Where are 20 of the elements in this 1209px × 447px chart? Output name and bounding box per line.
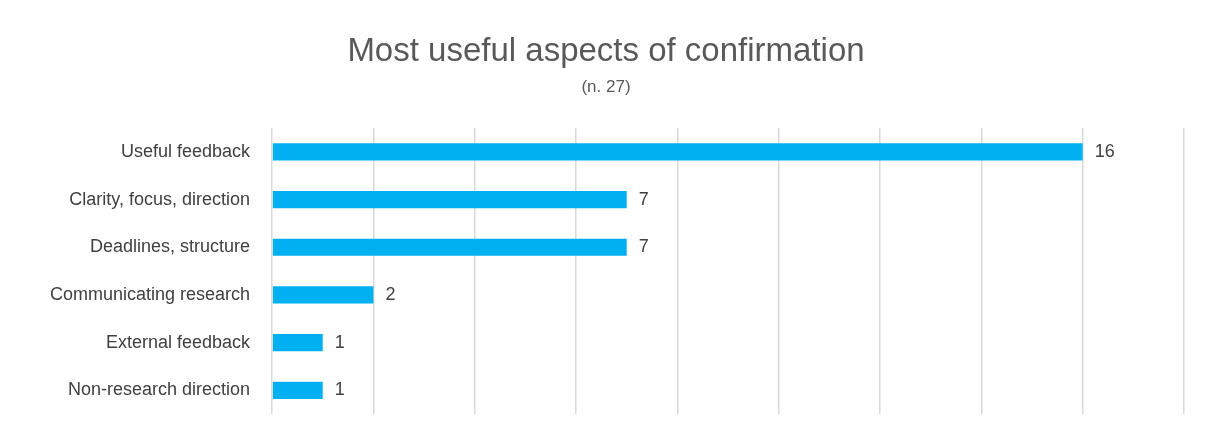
chart-subtitle: (n. 27): [581, 77, 631, 97]
bar: [272, 238, 627, 256]
y-tick-label: Deadlines, structure: [90, 236, 251, 257]
bar: [272, 334, 323, 352]
y-tick-label: Communicating research: [49, 283, 251, 304]
bar: [272, 190, 627, 209]
data-label: 16: [1094, 140, 1115, 161]
y-tick-label: Clarity, focus, direction: [69, 188, 251, 209]
y-tick-label: Non-research direction: [67, 379, 251, 400]
data-label: 2: [385, 283, 396, 304]
data-label: 7: [638, 236, 649, 257]
data-label: 7: [638, 188, 649, 209]
bar: [272, 143, 1083, 161]
y-tick-label: Useful feedback: [121, 140, 252, 161]
data-label: 1: [334, 379, 345, 400]
y-tick-label: External feedback: [105, 331, 252, 352]
bar: [272, 286, 374, 304]
chart-title: Most useful aspects of confirmation: [347, 30, 865, 68]
data-label: 1: [334, 331, 345, 352]
bar: [272, 381, 323, 399]
